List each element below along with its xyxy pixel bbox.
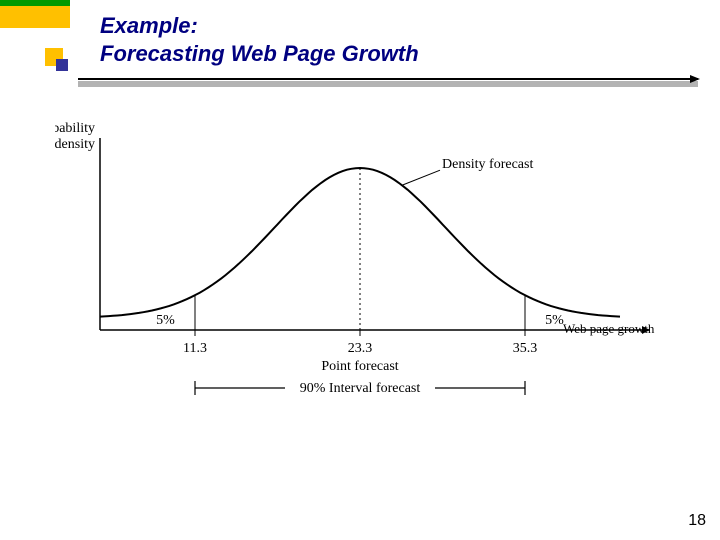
svg-text:Web page growth: Web page growth — [563, 321, 655, 336]
title-line-2: Forecasting Web Page Growth — [100, 41, 419, 66]
slide-title: Example: Forecasting Web Page Growth — [100, 12, 419, 67]
corner-accent — [0, 0, 70, 28]
svg-text:5%: 5% — [545, 313, 564, 328]
svg-text:Density forecast: Density forecast — [442, 157, 533, 172]
svg-text:11.3: 11.3 — [183, 341, 207, 356]
svg-text:23.3: 23.3 — [348, 341, 373, 356]
svg-text:35.3: 35.3 — [513, 341, 538, 356]
svg-text:density: density — [55, 137, 95, 152]
svg-text:Probability: Probability — [55, 121, 95, 136]
page-number: 18 — [688, 512, 706, 530]
svg-text:5%: 5% — [156, 313, 175, 328]
title-line-1: Example: — [100, 13, 198, 38]
density-chart: 11.3 23.3 35.3 Probabilitydensity Web page g… — [55, 120, 670, 450]
svg-text:Point forecast: Point forecast — [321, 359, 398, 374]
title-rule — [78, 78, 698, 80]
svg-text:90% Interval forecast: 90% Interval forecast — [300, 381, 421, 396]
title-rule-shadow — [78, 81, 698, 87]
title-bullet — [45, 48, 69, 72]
